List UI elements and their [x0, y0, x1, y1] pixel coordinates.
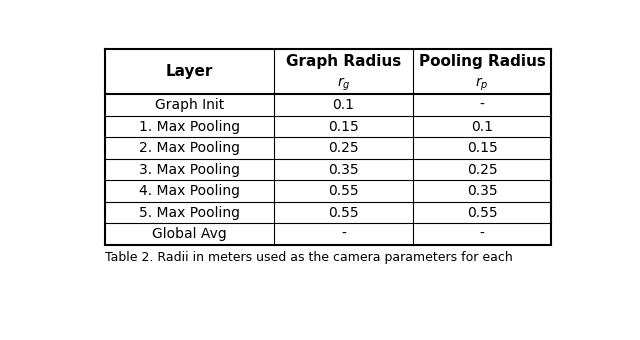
Text: 0.15: 0.15 — [467, 141, 497, 155]
Text: 2. Max Pooling: 2. Max Pooling — [139, 141, 240, 155]
Text: 1. Max Pooling: 1. Max Pooling — [139, 120, 240, 134]
Text: 0.15: 0.15 — [328, 120, 359, 134]
Text: 4. Max Pooling: 4. Max Pooling — [139, 184, 240, 198]
Text: 0.25: 0.25 — [328, 141, 359, 155]
Text: 0.55: 0.55 — [467, 206, 497, 220]
Text: 0.55: 0.55 — [328, 206, 359, 220]
Text: -: - — [479, 98, 484, 112]
Text: Graph Radius: Graph Radius — [286, 54, 401, 69]
Text: -: - — [479, 227, 484, 241]
Text: 0.55: 0.55 — [328, 184, 359, 198]
Text: 3. Max Pooling: 3. Max Pooling — [139, 163, 240, 176]
Text: 0.35: 0.35 — [467, 184, 497, 198]
Text: 0.35: 0.35 — [328, 163, 359, 176]
Text: 0.1: 0.1 — [471, 120, 493, 134]
Text: $r_p$: $r_p$ — [476, 75, 489, 93]
Text: 5. Max Pooling: 5. Max Pooling — [139, 206, 240, 220]
Text: 0.25: 0.25 — [467, 163, 497, 176]
Text: $r_g$: $r_g$ — [337, 75, 350, 93]
Text: Global Avg: Global Avg — [152, 227, 227, 241]
Text: Table 2. Radii in meters used as the camera parameters for each: Table 2. Radii in meters used as the cam… — [105, 251, 513, 264]
Text: Graph Init: Graph Init — [155, 98, 224, 112]
Text: 0.1: 0.1 — [333, 98, 355, 112]
Text: Pooling Radius: Pooling Radius — [419, 54, 545, 69]
Text: Layer: Layer — [166, 64, 213, 79]
Text: -: - — [341, 227, 346, 241]
